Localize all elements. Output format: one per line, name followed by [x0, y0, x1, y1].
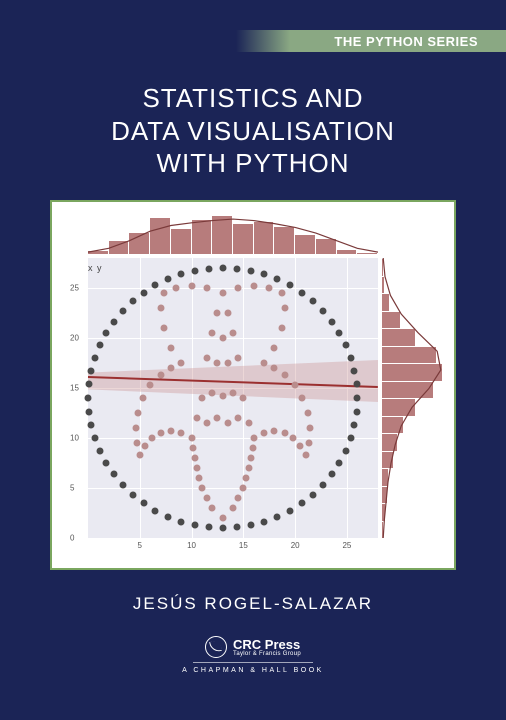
title-line-2: DATA VISUALISATION	[0, 115, 506, 148]
title-line-3: WITH PYTHON	[0, 147, 506, 180]
crc-logo-icon	[205, 636, 227, 658]
publisher-block: CRC Press Taylor & Francis Group A CHAPM…	[0, 636, 506, 674]
x-axis-label: x	[88, 263, 93, 273]
histogram-right	[382, 258, 442, 538]
series-banner: THE PYTHON SERIES	[236, 30, 506, 52]
series-label: THE PYTHON SERIES	[334, 34, 478, 49]
divider-line	[193, 662, 313, 663]
title-line-1: STATISTICS AND	[0, 82, 506, 115]
cover-chart-frame: x y 5101520250510152025	[50, 200, 456, 570]
book-title: STATISTICS AND DATA VISUALISATION WITH P…	[0, 82, 506, 180]
publisher-text: CRC Press Taylor & Francis Group	[233, 638, 301, 657]
publisher-main: CRC Press	[233, 638, 301, 651]
author-name: JESÚS ROGEL-SALAZAR	[0, 594, 506, 614]
publisher-logo-row: CRC Press Taylor & Francis Group	[0, 636, 506, 658]
publisher-sub: Taylor & Francis Group	[233, 651, 301, 657]
histogram-top	[88, 216, 378, 254]
y-axis-label: y	[97, 263, 102, 273]
scatter-plot: x y 5101520250510152025	[88, 258, 378, 538]
chart-container: x y 5101520250510152025	[60, 210, 446, 560]
imprint-text: A CHAPMAN & HALL BOOK	[0, 667, 506, 674]
